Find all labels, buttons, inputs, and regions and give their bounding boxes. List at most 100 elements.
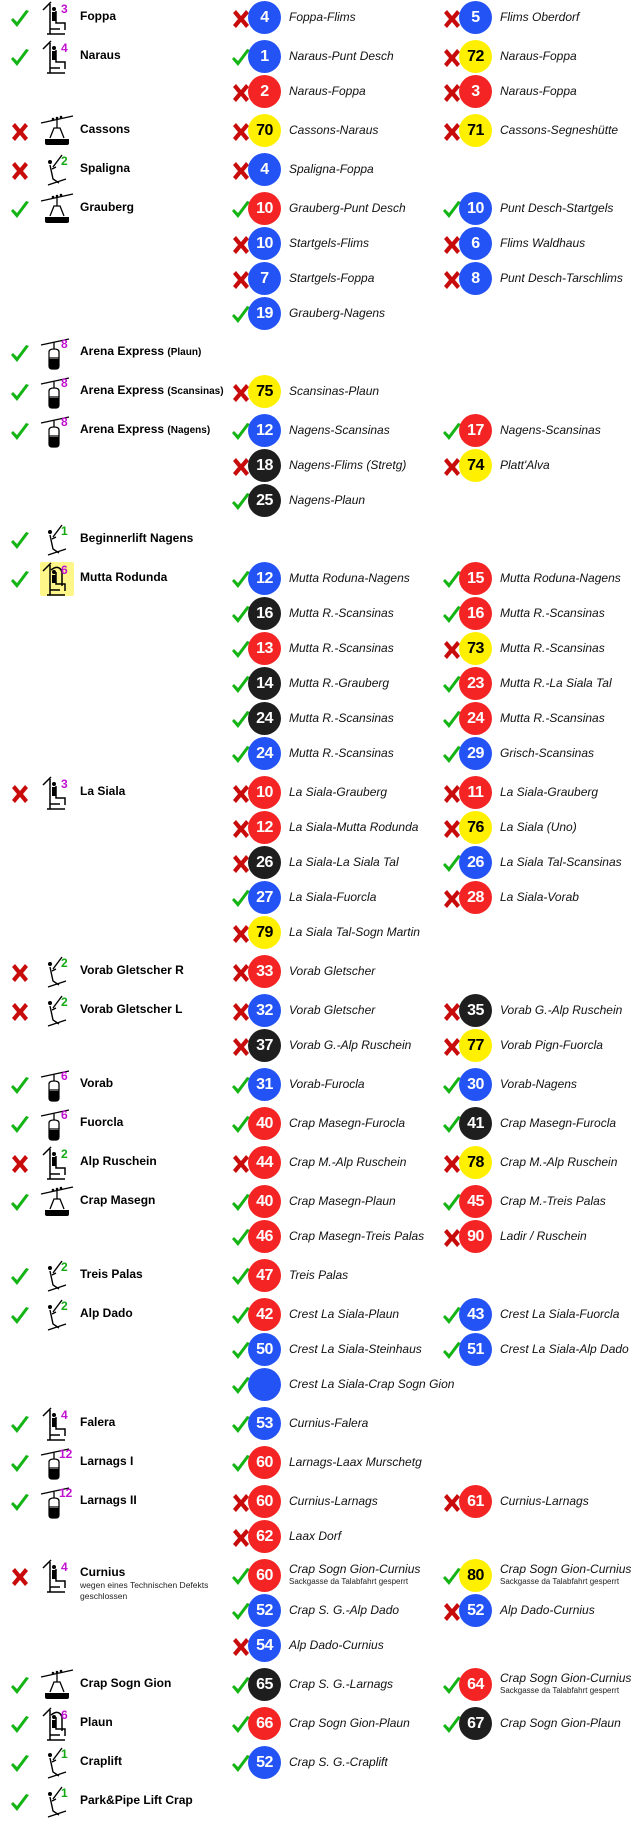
slope-item[interactable]: 33 Vorab Gletscher: [228, 954, 439, 989]
slope-item[interactable]: 26 La Siala-La Siala Tal: [228, 845, 439, 880]
lift-row[interactable]: 6 Vorab: [0, 1067, 228, 1102]
slope-item[interactable]: 12 La Siala-Mutta Rodunda: [228, 810, 439, 845]
slope-item[interactable]: 18 Nagens-Flims (Stretg): [228, 448, 439, 483]
lift-row[interactable]: Cassons: [0, 113, 228, 148]
lift-row[interactable]: 3 La Siala: [0, 775, 228, 810]
slope-item[interactable]: 72 Naraus-Foppa: [439, 39, 640, 74]
lift-row[interactable]: 2 Treis Palas: [0, 1258, 228, 1293]
lift-row[interactable]: 2 Vorab Gletscher L: [0, 993, 228, 1028]
lift-row[interactable]: 1 Park&Pipe Lift Crap: [0, 1784, 228, 1819]
slope-item[interactable]: 60 Crap Sogn Gion-Curnius Sackgasse da Tal…: [228, 1558, 439, 1593]
lift-row[interactable]: 12 Larnags I: [0, 1445, 228, 1480]
slope-item[interactable]: 25 Nagens-Plaun: [228, 483, 439, 518]
slope-item[interactable]: 4 Foppa-Flims: [228, 0, 439, 35]
slope-item[interactable]: 10 Startgels-Flims: [228, 226, 439, 261]
slope-item[interactable]: 62 Laax Dorf: [228, 1519, 439, 1554]
slope-item[interactable]: 79 La Siala Tal-Sogn Martin: [228, 915, 439, 950]
lift-row[interactable]: 4 Naraus: [0, 39, 228, 74]
lift-row[interactable]: 4 Falera: [0, 1406, 228, 1441]
slope-item[interactable]: 45 Crap M.-Treis Palas: [439, 1184, 640, 1219]
lift-row[interactable]: 1 Beginnerlift Nagens: [0, 522, 228, 557]
slope-item[interactable]: 1 Naraus-Punt Desch: [228, 39, 439, 74]
slope-item[interactable]: 54 Alp Dado-Curnius: [228, 1628, 439, 1663]
slope-item[interactable]: 90 Ladir / Ruschein: [439, 1219, 640, 1254]
slope-item[interactable]: 60 Curnius-Larnags: [228, 1484, 439, 1519]
slope-item[interactable]: Crest La Siala-Crap Sogn Gion: [228, 1367, 454, 1402]
slope-item[interactable]: 60 Larnags-Laax Murschetg: [228, 1445, 439, 1480]
lift-row[interactable]: Crap Sogn Gion: [0, 1667, 228, 1702]
slope-item[interactable]: 24 Mutta R.-Scansinas: [228, 701, 439, 736]
lift-row[interactable]: 6 Fuorcla: [0, 1106, 228, 1141]
slope-item[interactable]: 40 Crap Masegn-Furocla: [228, 1106, 439, 1141]
slope-item[interactable]: 51 Crest La Siala-Alp Dado: [439, 1332, 640, 1367]
slope-item[interactable]: 64 Crap Sogn Gion-Curnius Sackgasse da Tal…: [439, 1667, 640, 1702]
slope-item[interactable]: 6 Flims Waldhaus: [439, 226, 640, 261]
slope-item[interactable]: 67 Crap Sogn Gion-Plaun: [439, 1706, 640, 1741]
slope-item[interactable]: 44 Crap M.-Alp Ruschein: [228, 1145, 439, 1180]
slope-item[interactable]: 12 Mutta Roduna-Nagens: [228, 561, 439, 596]
slope-item[interactable]: 11 La Siala-Grauberg: [439, 775, 640, 810]
slope-item[interactable]: 10 La Siala-Grauberg: [228, 775, 439, 810]
lift-row[interactable]: 12 Larnags II: [0, 1484, 228, 1519]
slope-item[interactable]: 78 Crap M.-Alp Ruschein: [439, 1145, 640, 1180]
slope-item[interactable]: 7 Startgels-Foppa: [228, 261, 439, 296]
slope-item[interactable]: 5 Flims Oberdorf: [439, 0, 640, 35]
slope-item[interactable]: 50 Crest La Siala-Steinhaus: [228, 1332, 439, 1367]
slope-item[interactable]: 35 Vorab G.-Alp Ruschein: [439, 993, 640, 1028]
lift-row[interactable]: 8 Arena Express (Plaun): [0, 335, 228, 370]
slope-item[interactable]: 24 Mutta R.-Scansinas: [228, 736, 439, 771]
slope-item[interactable]: 52 Alp Dado-Curnius: [439, 1593, 640, 1628]
lift-row[interactable]: 2 Alp Ruschein: [0, 1145, 228, 1180]
slope-item[interactable]: 40 Crap Masegn-Plaun: [228, 1184, 439, 1219]
lift-row[interactable]: Grauberg: [0, 191, 228, 226]
slope-item[interactable]: 61 Curnius-Larnags: [439, 1484, 640, 1519]
lift-row[interactable]: 1 Craplift: [0, 1745, 228, 1780]
slope-item[interactable]: 28 La Siala-Vorab: [439, 880, 640, 915]
slope-item[interactable]: 2 Naraus-Foppa: [228, 74, 439, 109]
slope-item[interactable]: 43 Crest La Siala-Fuorcla: [439, 1297, 640, 1332]
slope-item[interactable]: 17 Nagens-Scansinas: [439, 413, 640, 448]
slope-item[interactable]: 16 Mutta R.-Scansinas: [439, 596, 640, 631]
lift-row[interactable]: 3 Foppa: [0, 0, 228, 35]
lift-row[interactable]: 2 Alp Dado: [0, 1297, 228, 1332]
lift-row[interactable]: Crap Masegn: [0, 1184, 228, 1219]
slope-item[interactable]: 66 Crap Sogn Gion-Plaun: [228, 1706, 439, 1741]
lift-row[interactable]: 4 Curnius wegen eines Technischen Defekts …: [0, 1558, 228, 1601]
slope-item[interactable]: 65 Crap S. G.-Larnags: [228, 1667, 439, 1702]
slope-item[interactable]: 23 Mutta R.-La Siala Tal: [439, 666, 640, 701]
slope-item[interactable]: 3 Naraus-Foppa: [439, 74, 640, 109]
slope-item[interactable]: 42 Crest La Siala-Plaun: [228, 1297, 439, 1332]
slope-item[interactable]: 13 Mutta R.-Scansinas: [228, 631, 439, 666]
slope-item[interactable]: 30 Vorab-Nagens: [439, 1067, 640, 1102]
slope-item[interactable]: 16 Mutta R.-Scansinas: [228, 596, 439, 631]
slope-item[interactable]: 12 Nagens-Scansinas: [228, 413, 439, 448]
slope-item[interactable]: 29 Grisch-Scansinas: [439, 736, 640, 771]
slope-item[interactable]: 27 La Siala-Fuorcla: [228, 880, 439, 915]
slope-item[interactable]: 71 Cassons-Segneshütte: [439, 113, 640, 148]
lift-row[interactable]: 2 Spaligna: [0, 152, 228, 187]
slope-item[interactable]: 52 Crap S. G.-Alp Dado: [228, 1593, 439, 1628]
slope-item[interactable]: 70 Cassons-Naraus: [228, 113, 439, 148]
slope-item[interactable]: 73 Mutta R.-Scansinas: [439, 631, 640, 666]
slope-item[interactable]: 10 Grauberg-Punt Desch: [228, 191, 439, 226]
slope-item[interactable]: 32 Vorab Gletscher: [228, 993, 439, 1028]
slope-item[interactable]: 24 Mutta R.-Scansinas: [439, 701, 640, 736]
lift-row[interactable]: 6 Plaun: [0, 1706, 228, 1741]
slope-item[interactable]: 53 Curnius-Falera: [228, 1406, 439, 1441]
slope-item[interactable]: 15 Mutta Roduna-Nagens: [439, 561, 640, 596]
slope-item[interactable]: 8 Punt Desch-Tarschlims: [439, 261, 640, 296]
lift-row[interactable]: 2 Vorab Gletscher R: [0, 954, 228, 989]
slope-item[interactable]: 41 Crap Masegn-Furocla: [439, 1106, 640, 1141]
slope-item[interactable]: 74 Platt'Alva: [439, 448, 640, 483]
slope-item[interactable]: 77 Vorab Pign-Fuorcla: [439, 1028, 640, 1063]
slope-item[interactable]: 19 Grauberg-Nagens: [228, 296, 439, 331]
slope-item[interactable]: 80 Crap Sogn Gion-Curnius Sackgasse da Tal…: [439, 1558, 640, 1593]
slope-item[interactable]: 26 La Siala Tal-Scansinas: [439, 845, 640, 880]
lift-row[interactable]: 8 Arena Express (Nagens): [0, 413, 228, 448]
slope-item[interactable]: 37 Vorab G.-Alp Ruschein: [228, 1028, 439, 1063]
slope-item[interactable]: 31 Vorab-Furocla: [228, 1067, 439, 1102]
lift-row[interactable]: 6 Mutta Rodunda: [0, 561, 228, 596]
slope-item[interactable]: 4 Spaligna-Foppa: [228, 152, 439, 187]
slope-item[interactable]: 75 Scansinas-Plaun: [228, 374, 439, 409]
slope-item[interactable]: 76 La Siala (Uno): [439, 810, 640, 845]
